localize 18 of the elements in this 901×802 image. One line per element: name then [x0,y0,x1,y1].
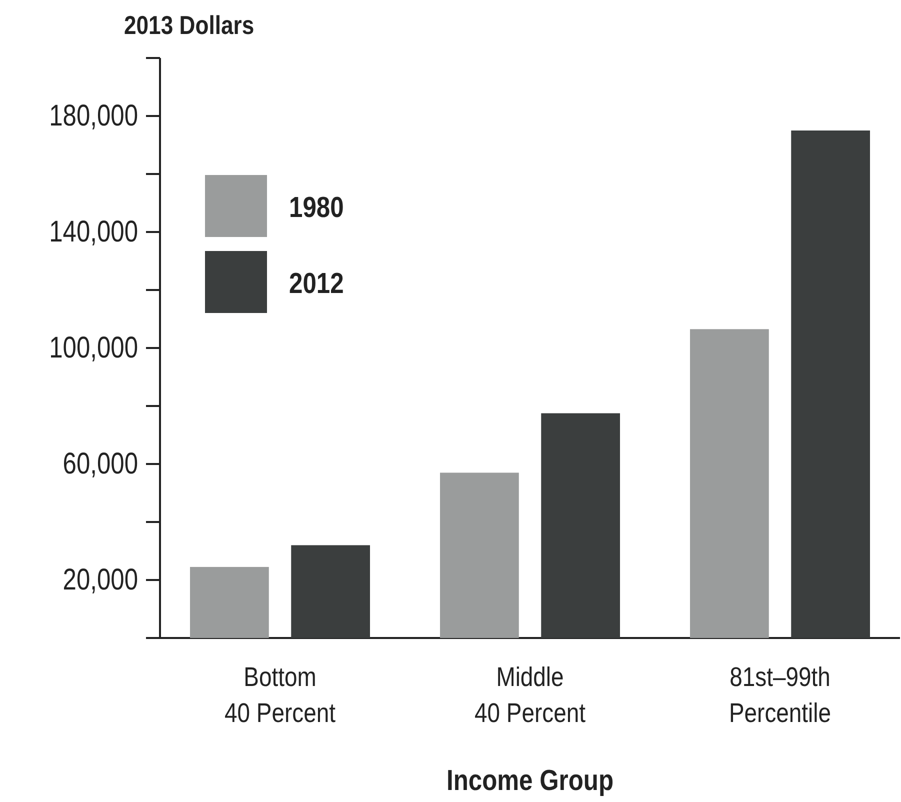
legend-label: 2012 [289,267,344,300]
x-tick-label: Middle 40 Percent [474,662,586,728]
bar [690,329,769,638]
y-tick-label: 60,000 [62,446,138,480]
y-axis-title: 2013 Dollars [124,11,254,40]
x-axis-title: Income Group [446,764,614,796]
x-tick-label: Bottom 40 Percent [224,662,336,728]
x-tick-label: 81st–99th Percentile [728,662,832,728]
y-tick-label: 140,000 [49,214,138,248]
bar [541,413,620,638]
y-tick-label: 20,000 [62,562,138,596]
bar [791,130,870,638]
bar [440,472,519,638]
legend-label: 1980 [289,191,344,224]
y-tick-label: 100,000 [49,330,138,364]
bar [291,545,370,638]
bar [190,566,269,638]
y-tick-label: 180,000 [49,98,138,132]
